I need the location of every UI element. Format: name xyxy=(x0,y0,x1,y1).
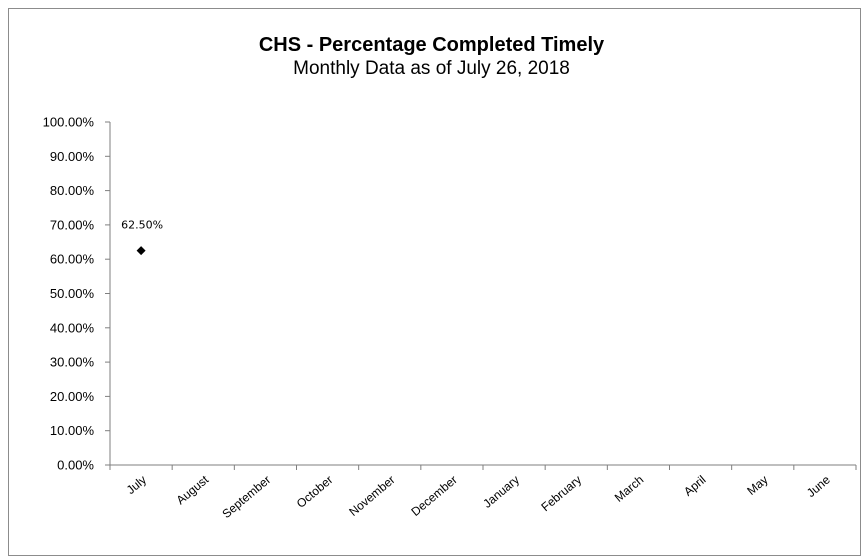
y-tick-label: 50.00% xyxy=(50,286,95,301)
chart-subtitle: Monthly Data as of July 26, 2018 xyxy=(293,58,570,79)
y-tick-label: 10.00% xyxy=(50,423,95,438)
x-category-label: July xyxy=(124,473,149,497)
x-category-label: September xyxy=(219,473,273,521)
y-tick-label: 30.00% xyxy=(50,355,95,370)
chart-title: CHS - Percentage Completed Timely xyxy=(258,34,605,56)
x-category-label: January xyxy=(480,473,522,511)
y-tick-label: 0.00% xyxy=(57,458,94,473)
x-category-label: April xyxy=(681,473,708,499)
x-category-label: October xyxy=(294,473,336,511)
y-tick-label: 60.00% xyxy=(50,252,95,267)
y-tick-label: 100.00% xyxy=(43,115,95,130)
y-tick-label: 40.00% xyxy=(50,320,95,335)
x-category-label: February xyxy=(538,473,584,515)
y-tick-label: 70.00% xyxy=(50,217,95,232)
x-category-label: December xyxy=(408,473,459,519)
x-category-label: June xyxy=(804,472,833,500)
y-tick-label: 90.00% xyxy=(50,149,95,164)
x-category-label: August xyxy=(174,472,212,507)
y-tick-label: 80.00% xyxy=(50,183,95,198)
data-point-label: 62.50% xyxy=(121,219,163,232)
data-point-marker xyxy=(136,246,146,256)
x-category-label: March xyxy=(612,473,647,505)
x-category-label: May xyxy=(744,473,770,498)
x-category-label: November xyxy=(346,473,397,519)
y-tick-label: 20.00% xyxy=(50,389,95,404)
